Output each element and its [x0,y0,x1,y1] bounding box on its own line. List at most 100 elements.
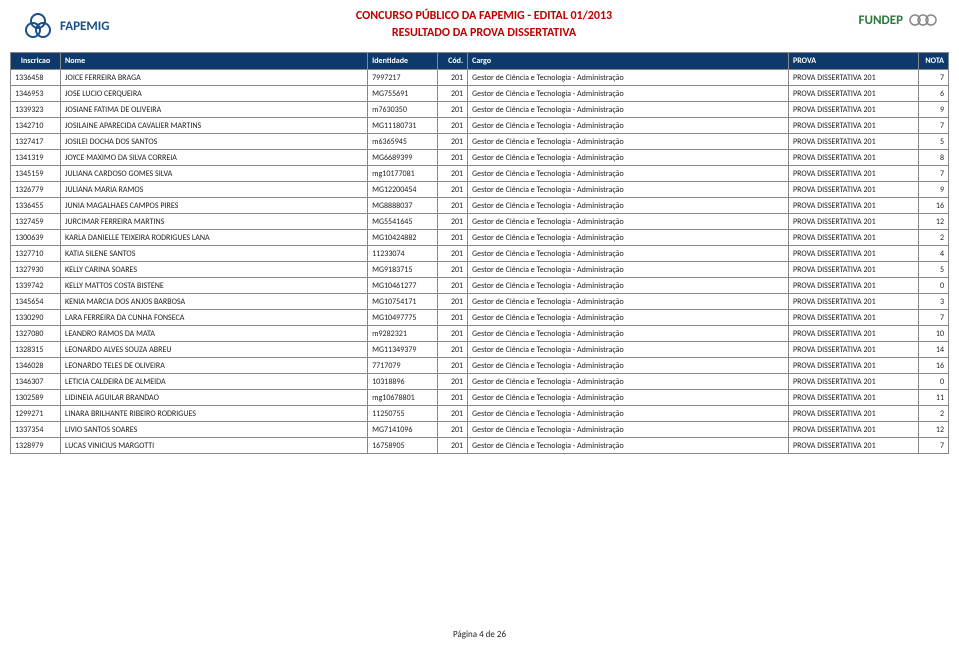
table-cell: 16 [919,358,949,374]
table-cell: Gestor de Ciência e Tecnologia - Adminis… [468,326,789,342]
table-cell: 201 [438,214,468,230]
table-cell: MG10461277 [368,278,438,294]
table-cell: PROVA DISSERTATIVA 201 [789,102,919,118]
table-row: 1299271LINARA BRILHANTE RIBEIRO RODRIGUE… [11,406,949,422]
table-row: 1346307LETICIA CALDEIRA DE ALMEIDA103188… [11,374,949,390]
table-cell: Gestor de Ciência e Tecnologia - Adminis… [468,358,789,374]
table-cell: KARLA DANIELLE TEIXEIRA RODRIGUES LANA [61,230,368,246]
table-cell: mg10678801 [368,390,438,406]
logo-left-text: FAPEMIG [60,19,109,34]
table-cell: 16 [919,198,949,214]
table-cell: mg10177081 [368,166,438,182]
table-cell: Gestor de Ciência e Tecnologia - Adminis… [468,278,789,294]
table-cell: LINARA BRILHANTE RIBEIRO RODRIGUES [61,406,368,422]
table-cell: 201 [438,86,468,102]
table-cell: MG7141096 [368,422,438,438]
results-table: Inscricao Nome Identidade Cód. Cargo PRO… [10,52,949,454]
table-cell: PROVA DISSERTATIVA 201 [789,70,919,86]
table-cell: 201 [438,422,468,438]
table-cell: PROVA DISSERTATIVA 201 [789,374,919,390]
table-cell: Gestor de Ciência e Tecnologia - Adminis… [468,230,789,246]
table-cell: 1327710 [11,246,61,262]
table-cell: 9 [919,182,949,198]
table-row: 1339323JOSIANE FATIMA DE OLIVEIRAm763035… [11,102,949,118]
table-cell: 201 [438,198,468,214]
table-row: 1346028LEONARDO TELES DE OLIVEIRA7717079… [11,358,949,374]
table-cell: 2 [919,406,949,422]
table-row: 1346953JOSE LUCIO CERQUEIRAMG755691201Ge… [11,86,949,102]
table-cell: 201 [438,374,468,390]
table-cell: 201 [438,102,468,118]
table-cell: 1339323 [11,102,61,118]
table-row: 1327080LEANDRO RAMOS DA MATAm9282321201G… [11,326,949,342]
table-header: Inscricao Nome Identidade Cód. Cargo PRO… [11,53,949,70]
table-cell: 2 [919,230,949,246]
table-cell: 1346028 [11,358,61,374]
table-cell: JUNIA MAGALHAES CAMPOS PIRES [61,198,368,214]
table-cell: PROVA DISSERTATIVA 201 [789,294,919,310]
logo-right-text: FUNDEP [859,13,903,28]
table-cell: 201 [438,246,468,262]
table-row: 1327459JURCIMAR FERREIRA MARTINSMG554164… [11,214,949,230]
table-cell: 1337354 [11,422,61,438]
table-cell: 7 [919,166,949,182]
table-cell: Gestor de Ciência e Tecnologia - Adminis… [468,86,789,102]
col-header-nota: NOTA [919,53,949,70]
table-cell: KELLY MATTOS COSTA BISTENE [61,278,368,294]
table-cell: LARA FERREIRA DA CUNHA FONSECA [61,310,368,326]
table-cell: PROVA DISSERTATIVA 201 [789,326,919,342]
table-body: 1336458JOICE FERREIRA BRAGA7997217201Ges… [11,70,949,454]
table-cell: 1346307 [11,374,61,390]
table-row: 1345159JULIANA CARDOSO GOMES SILVAmg1017… [11,166,949,182]
col-header-inscricao: Inscricao [11,53,61,70]
table-cell: PROVA DISSERTATIVA 201 [789,358,919,374]
page-footer: Página 4 de 26 [0,629,959,640]
table-cell: 201 [438,150,468,166]
table-cell: m7630350 [368,102,438,118]
table-row: 1341319JOYCE MAXIMO DA SILVA CORREIAMG66… [11,150,949,166]
table-cell: KELLY CARINA SOARES [61,262,368,278]
table-cell: LIVIO SANTOS SOARES [61,422,368,438]
table-cell: 1300639 [11,230,61,246]
table-cell: 11250755 [368,406,438,422]
table-cell: 7 [919,118,949,134]
table-cell: Gestor de Ciência e Tecnologia - Adminis… [468,342,789,358]
table-cell: 201 [438,182,468,198]
table-cell: PROVA DISSERTATIVA 201 [789,246,919,262]
table-row: 1330290LARA FERREIRA DA CUNHA FONSECAMG1… [11,310,949,326]
table-cell: 1345654 [11,294,61,310]
table-row: 1336455JUNIA MAGALHAES CAMPOS PIRESMG888… [11,198,949,214]
table-cell: PROVA DISSERTATIVA 201 [789,198,919,214]
table-cell: PROVA DISSERTATIVA 201 [789,182,919,198]
table-row: 1339742KELLY MATTOS COSTA BISTENEMG10461… [11,278,949,294]
table-row: 1327417JOSILEI DOCHA DOS SANTOSm63659452… [11,134,949,150]
table-cell: MG755691 [368,86,438,102]
table-row: 1326779JULIANA MARIA RAMOSMG12200454201G… [11,182,949,198]
table-cell: 7 [919,438,949,454]
table-cell: 1341319 [11,150,61,166]
table-cell: PROVA DISSERTATIVA 201 [789,86,919,102]
table-cell: Gestor de Ciência e Tecnologia - Adminis… [468,310,789,326]
table-cell: JOICE FERREIRA BRAGA [61,70,368,86]
table-cell: Gestor de Ciência e Tecnologia - Adminis… [468,70,789,86]
table-cell: Gestor de Ciência e Tecnologia - Adminis… [468,422,789,438]
table-cell: PROVA DISSERTATIVA 201 [789,166,919,182]
table-cell: 201 [438,390,468,406]
table-cell: 1330290 [11,310,61,326]
table-row: 1342710JOSILAINE APARECIDA CAVALIER MART… [11,118,949,134]
table-cell: Gestor de Ciência e Tecnologia - Adminis… [468,166,789,182]
table-cell: m9282321 [368,326,438,342]
table-cell: PROVA DISSERTATIVA 201 [789,438,919,454]
table-cell: KATIA SILENE SANTOS [61,246,368,262]
table-cell: JURCIMAR FERREIRA MARTINS [61,214,368,230]
table-cell: 7717079 [368,358,438,374]
table-cell: 12 [919,422,949,438]
table-cell: LIDINEIA AGUILAR BRANDAO [61,390,368,406]
table-cell: 0 [919,374,949,390]
table-cell: 201 [438,166,468,182]
logo-left: FAPEMIG [20,8,109,44]
table-cell: JOSILEI DOCHA DOS SANTOS [61,134,368,150]
page-number: Página 4 de 26 [453,629,506,640]
table-cell: 5 [919,134,949,150]
col-header-cargo: Cargo [468,53,789,70]
